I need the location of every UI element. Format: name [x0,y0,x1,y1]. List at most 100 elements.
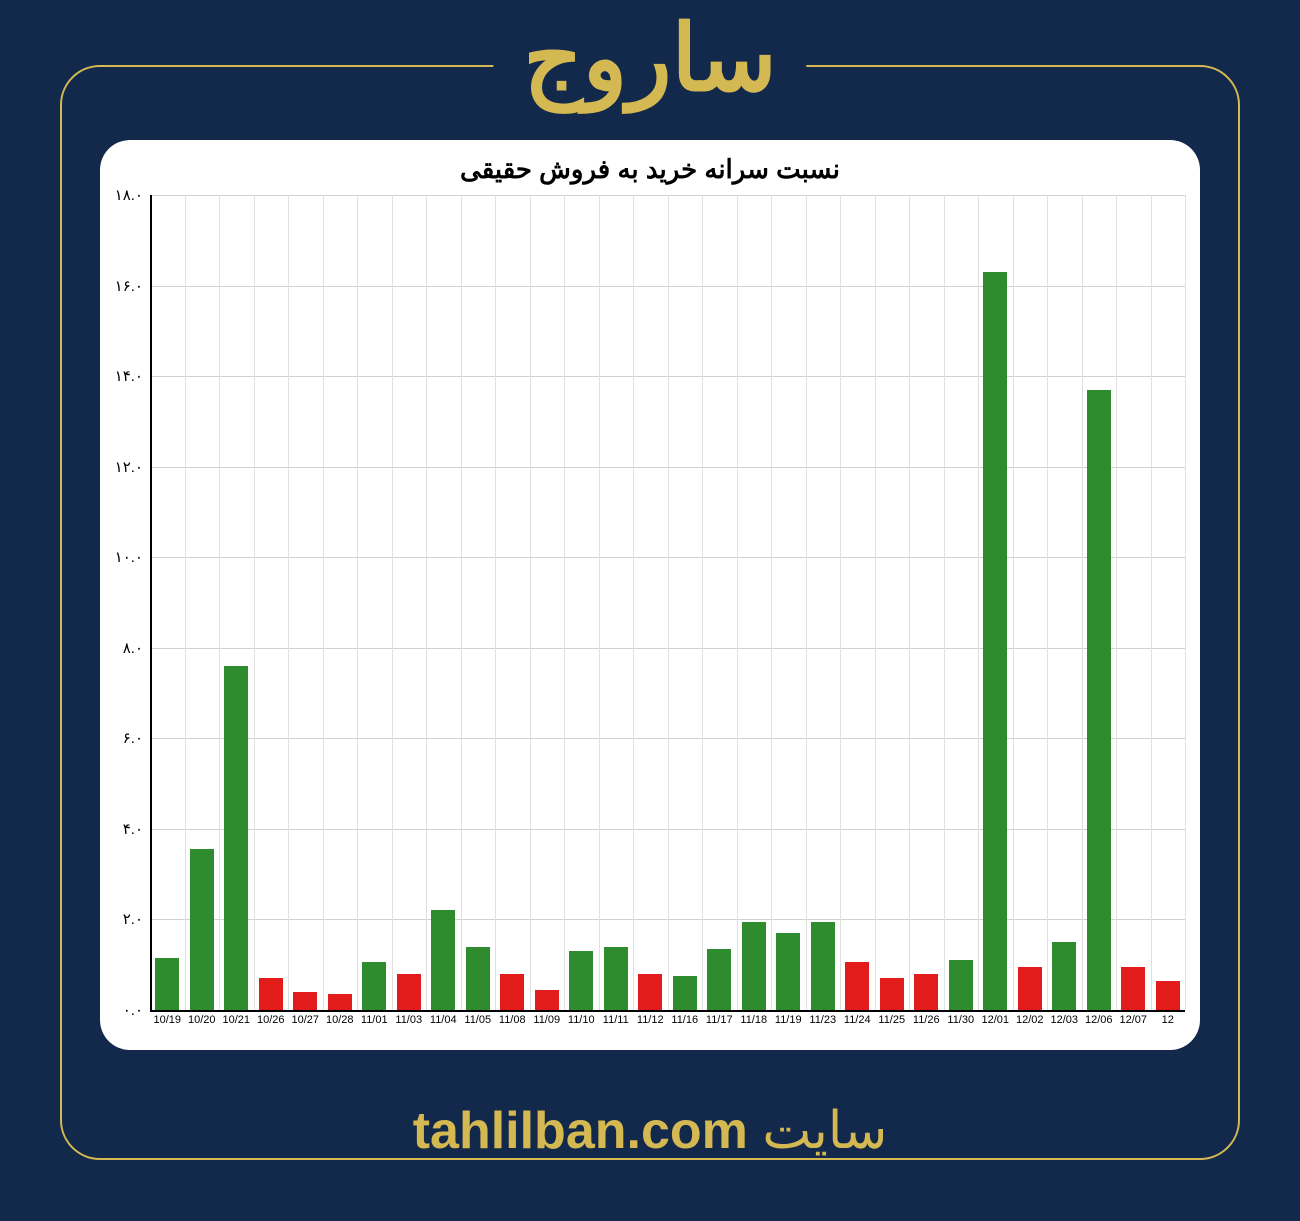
x-tick-label: 10/19 [153,1014,181,1026]
bar [638,974,662,1010]
header-title: ساروج [493,5,806,112]
x-tick-label: 11/01 [361,1014,388,1026]
x-tick-label: 11/18 [740,1014,767,1026]
grid-line-vertical [875,195,876,1010]
grid-line-vertical [978,195,979,1010]
bar [1121,967,1145,1010]
grid-line-vertical [1082,195,1083,1010]
y-tick-label: ۶.۰ [123,729,143,747]
grid-line-vertical [1013,195,1014,1010]
bar [224,666,248,1010]
bar [983,272,1007,1010]
grid-line-vertical [392,195,393,1010]
x-tick-label: 11/04 [430,1014,457,1026]
bar [1052,942,1076,1010]
x-tick-label: 11/10 [568,1014,595,1026]
bar [431,910,455,1010]
bar [397,974,421,1010]
x-tick-label: 10/27 [291,1014,319,1026]
grid-line-vertical [426,195,427,1010]
bar [155,958,179,1010]
x-tick-label: 12/01 [981,1014,1009,1026]
footer-text: سایت tahlilban.com [413,1101,888,1161]
x-tick-label: 12/02 [1016,1014,1044,1026]
x-tick-label: 11/12 [637,1014,664,1026]
x-tick-label: 12/07 [1119,1014,1147,1026]
grid-line-vertical [219,195,220,1010]
x-tick-label: 10/26 [257,1014,285,1026]
grid-line-vertical [1047,195,1048,1010]
y-tick-label: ۱۶.۰ [115,277,143,295]
bar [1087,390,1111,1010]
y-tick-label: ۱۰.۰ [115,548,143,566]
x-axis [150,1010,1185,1012]
y-tick-label: ۱۸.۰ [115,186,143,204]
grid-line-vertical [633,195,634,1010]
grid-line-vertical [840,195,841,1010]
x-tick-label: 11/19 [775,1014,802,1026]
grid-line-vertical [944,195,945,1010]
bar [742,922,766,1010]
x-tick-label: 11/17 [706,1014,733,1026]
grid-line-vertical [185,195,186,1010]
grid-line-vertical [909,195,910,1010]
x-tick-label: 12/06 [1085,1014,1113,1026]
bar [1156,981,1180,1010]
bar [1018,967,1042,1010]
bar [845,962,869,1010]
x-tick-label: 12/03 [1050,1014,1078,1026]
grid-line-vertical [1151,195,1152,1010]
y-axis [150,195,152,1010]
x-tick-label: 11/23 [809,1014,836,1026]
footer-site-word: سایت [762,1102,887,1160]
bar [707,949,731,1010]
y-tick-label: ۴.۰ [123,820,143,838]
x-tick-label: 11/24 [844,1014,871,1026]
x-tick-label: 11/16 [671,1014,698,1026]
bar [190,849,214,1010]
grid-line-vertical [254,195,255,1010]
grid-line-vertical [599,195,600,1010]
grid-line-vertical [495,195,496,1010]
grid-line-vertical [564,195,565,1010]
x-tick-label: 11/30 [947,1014,974,1026]
footer-site-url: tahlilban.com [413,1102,748,1160]
bar [569,951,593,1010]
bar [466,947,490,1010]
grid-line-vertical [461,195,462,1010]
bar [811,922,835,1010]
x-tick-label: 12 [1162,1014,1174,1026]
bar [293,992,317,1010]
bar [535,990,559,1010]
grid-line-vertical [702,195,703,1010]
x-tick-label: 11/08 [499,1014,526,1026]
x-tick-label: 10/21 [222,1014,250,1026]
grid-line-vertical [668,195,669,1010]
grid-line-vertical [357,195,358,1010]
y-tick-label: ۱۲.۰ [115,458,143,476]
bar [604,947,628,1010]
x-tick-label: 11/03 [395,1014,422,1026]
x-tick-label: 10/20 [188,1014,216,1026]
grid-line-vertical [737,195,738,1010]
grid-line-vertical [1116,195,1117,1010]
grid-line-vertical [1185,195,1186,1010]
bar [880,978,904,1010]
grid-line-vertical [806,195,807,1010]
grid-line-vertical [771,195,772,1010]
bar [259,978,283,1010]
bar [673,976,697,1010]
x-tick-label: 10/28 [326,1014,354,1026]
y-tick-label: ۱۴.۰ [115,367,143,385]
grid-line-vertical [288,195,289,1010]
x-tick-label: 11/09 [533,1014,560,1026]
y-tick-label: ۸.۰ [123,639,143,657]
bar [328,994,352,1010]
x-tick-label: 11/11 [603,1014,629,1026]
bar [362,962,386,1010]
y-tick-label: ۲.۰ [123,910,143,928]
x-tick-label: 11/05 [464,1014,491,1026]
chart-title: نسبت سرانه خرید به فروش حقیقی [460,154,840,185]
grid-line-vertical [323,195,324,1010]
x-tick-label: 11/25 [878,1014,905,1026]
